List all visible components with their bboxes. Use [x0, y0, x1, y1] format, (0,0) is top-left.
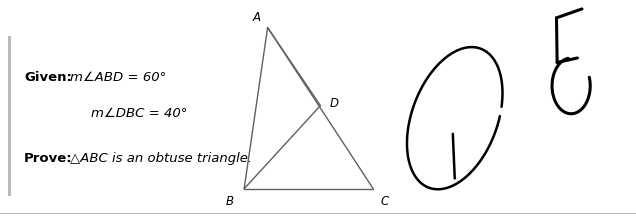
Text: Prove:: Prove:	[24, 152, 73, 165]
Text: Given:: Given:	[24, 71, 72, 84]
Text: m∠DBC = 40°: m∠DBC = 40°	[91, 107, 188, 120]
Text: B: B	[226, 195, 234, 208]
Text: D: D	[330, 97, 339, 110]
Text: m∠ABD = 60°: m∠ABD = 60°	[70, 71, 166, 84]
Text: △ABC is an obtuse triangle.: △ABC is an obtuse triangle.	[70, 152, 252, 165]
Text: A: A	[252, 11, 260, 24]
FancyBboxPatch shape	[8, 36, 11, 196]
Text: C: C	[380, 195, 389, 208]
